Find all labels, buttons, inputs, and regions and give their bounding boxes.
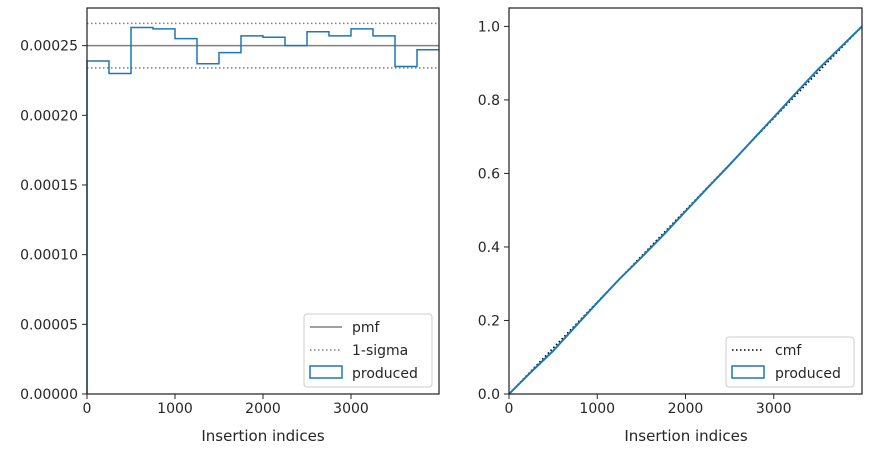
cmf-y-tick-label: 0.4 [478,240,500,256]
legend-cmf-produced-swatch [731,365,765,379]
cmf-y-tick-label: 0.0 [478,387,500,403]
cmf-x-tick-label: 3000 [756,401,792,417]
cmf-line [508,25,863,395]
cmf-y-tick-label: 0.2 [478,313,500,329]
cmf-x-tick-label: 2000 [668,401,704,417]
pmf-legend: pmf 1-sigma produced [303,313,433,388]
legend-cmf-label: cmf [775,343,802,359]
cmf-legend-frame [725,336,855,388]
cmf-x-tick-label: 0 [505,401,514,417]
cmf-y-tick-label: 0.8 [478,93,500,109]
cmf-panel: 0 1000 2000 3000 0.0 0.2 0.4 0.6 0.8 1.0 Insertio… [478,7,863,445]
pmf-x-tick-label: 3000 [333,401,369,417]
cmf-axes-frame [508,7,863,395]
pmf-panel: 0 1000 2000 3000 0.00000 0.00005 0.00010 0.0001… [20,7,440,445]
pmf-plot-area: 0 1000 2000 3000 0.00000 0.00005 0.00010 0.0001… [20,7,440,417]
pmf-legend-frame [303,313,433,388]
legend-1-sigma-label: 1-sigma [352,343,408,359]
legend-cmf-produced-label: produced [775,366,841,382]
cmf-plot-area: 0 1000 2000 3000 0.0 0.2 0.4 0.6 0.8 1.0 [478,7,863,417]
pmf-y-tick-label: 0.00015 [20,178,78,194]
pmf-y-tick-label: 0.00010 [20,248,78,264]
pmf-x-tick-label: 2000 [245,401,281,417]
cmf-legend: cmf produced [725,336,855,388]
produced-histogram [86,26,439,394]
pmf-x-tick-label: 1000 [157,401,193,417]
legend-produced-swatch [309,365,343,379]
pmf-x-tick-label: 0 [83,401,92,417]
produced-line [508,25,863,395]
pmf-y-tick-label: 0.00025 [20,39,78,55]
cmf-x-tick-label: 1000 [579,401,615,417]
cmf-y-tick-label: 1.0 [478,19,500,35]
cmf-y-tick-label: 0.6 [478,166,500,182]
legend-pmf-label: pmf [352,320,381,336]
pmf-x-axis-label: Insertion indices [201,427,324,445]
pmf-y-tick-label: 0.00000 [20,387,78,403]
cmf-x-axis-label: Insertion indices [624,427,747,445]
pmf-y-tick-label: 0.00020 [20,108,78,124]
pmf-axes-frame [86,7,440,395]
pmf-y-tick-label: 0.00005 [20,317,78,333]
legend-produced-label: produced [352,366,418,382]
